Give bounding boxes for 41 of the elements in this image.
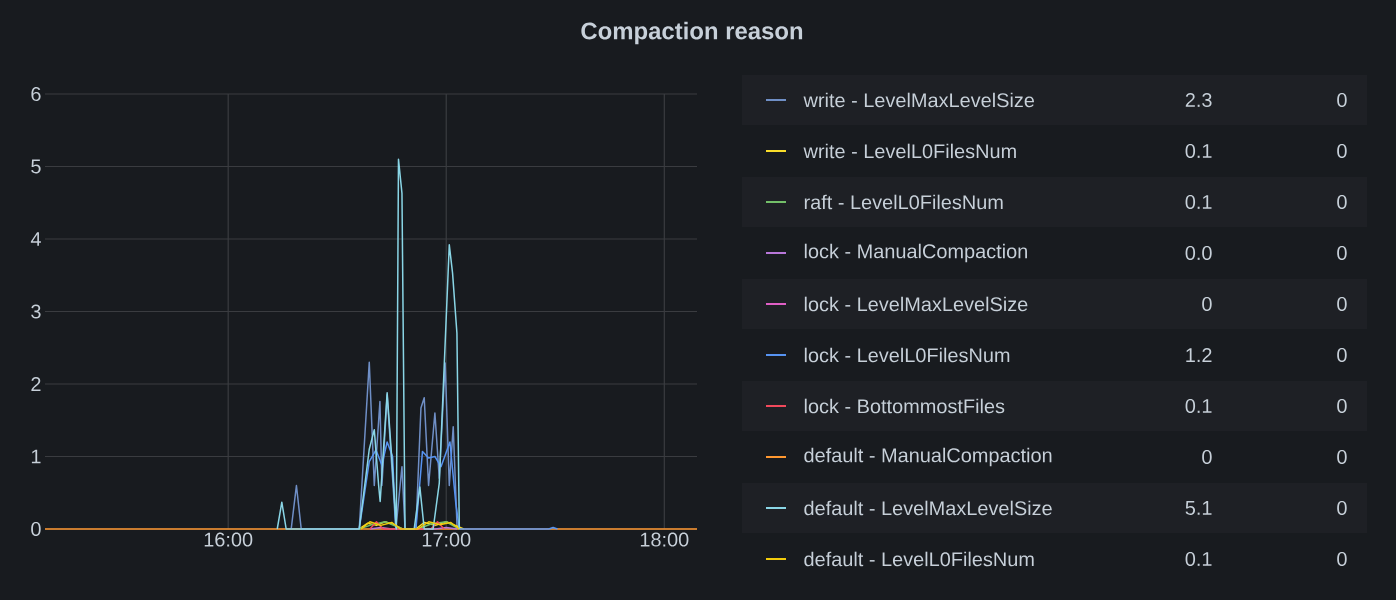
x-tick-label: 17:00 bbox=[422, 532, 471, 547]
legend-label: lock - BottommostFiles bbox=[804, 398, 1005, 414]
text: 0 bbox=[1337, 296, 1347, 312]
text: 0.1 bbox=[1185, 143, 1212, 159]
legend-label: write - LevelL0FilesNum bbox=[803, 143, 1016, 159]
chart-title: Compaction reason bbox=[581, 21, 803, 45]
text: 0 bbox=[1337, 92, 1347, 108]
legend-label: default - LevelMaxLevelSize bbox=[804, 500, 1052, 516]
legend-label: lock - LevelMaxLevelSize bbox=[804, 296, 1028, 312]
legend-label: lock - LevelL0FilesNum bbox=[804, 347, 1010, 363]
text: 0 bbox=[1337, 551, 1347, 567]
text: 0 bbox=[1337, 143, 1347, 159]
text: 0.1 bbox=[1185, 551, 1212, 567]
text: 0 bbox=[1337, 449, 1347, 465]
legend-label: default - LevelL0FilesNum bbox=[804, 551, 1034, 567]
legend-label: write - LevelMaxLevelSize bbox=[803, 92, 1035, 108]
y-tick-label: 2 bbox=[31, 377, 41, 391]
y-tick-label: 1 bbox=[31, 449, 41, 464]
text: 0 bbox=[1337, 500, 1347, 516]
y-tick-label: 6 bbox=[31, 86, 41, 102]
text: 0.1 bbox=[1185, 194, 1212, 210]
legend-label: lock - ManualCompaction bbox=[804, 243, 1027, 263]
text: 0 bbox=[1202, 296, 1212, 312]
text: 1.2 bbox=[1186, 348, 1212, 362]
text: 0.0 bbox=[1185, 245, 1212, 261]
y-tick-label: 3 bbox=[31, 304, 41, 319]
legend-label: raft - LevelL0FilesNum bbox=[804, 194, 1003, 210]
text: 2.3 bbox=[1185, 92, 1212, 108]
text: 0 bbox=[1337, 398, 1347, 414]
y-tick-label: 4 bbox=[30, 232, 41, 246]
x-tick-label: 16:00 bbox=[204, 532, 253, 547]
text: 0.1 bbox=[1185, 398, 1212, 414]
y-tick-label: 5 bbox=[31, 159, 41, 174]
y-tick-label: 0 bbox=[31, 521, 41, 537]
legend-label: default - ManualCompaction bbox=[804, 447, 1052, 467]
text: 5.1 bbox=[1185, 501, 1212, 515]
text: 0 bbox=[1337, 347, 1347, 363]
x-tick-label: 18:00 bbox=[640, 532, 689, 547]
text: 0 bbox=[1337, 194, 1347, 210]
text: 0 bbox=[1337, 245, 1347, 261]
text: 0 bbox=[1202, 449, 1212, 465]
